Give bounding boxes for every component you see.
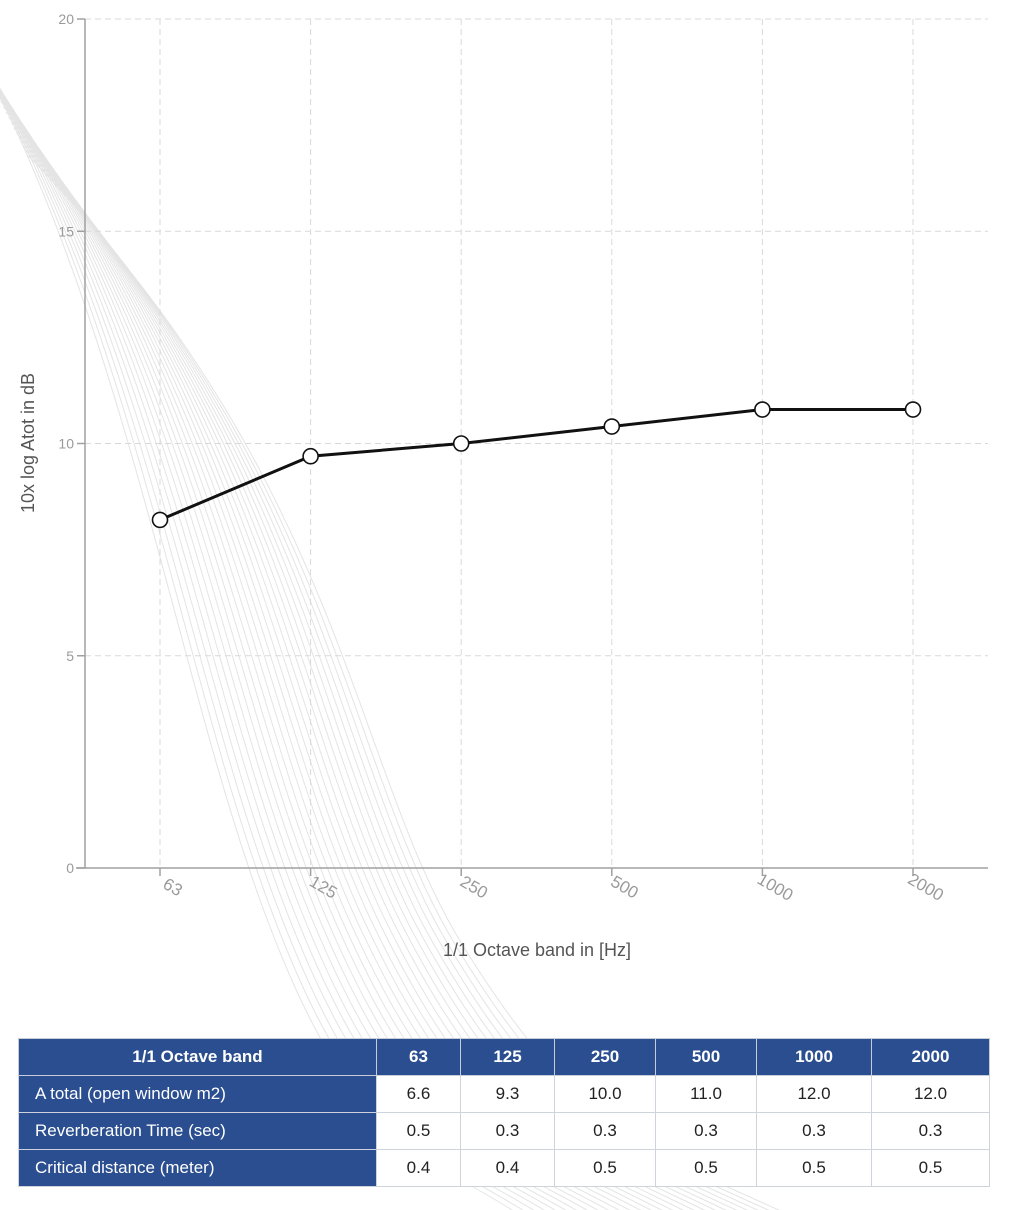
table-cell: 0.4 [376,1149,461,1187]
table-cell: 12.0 [756,1075,872,1113]
table-cell: 0.5 [655,1149,757,1187]
data-point [603,418,621,435]
table-header-cell: 1000 [756,1038,872,1076]
table-cell: 0.5 [871,1149,990,1187]
table-cell: 0.4 [460,1149,555,1187]
y-ticks: 0 5 10 15 20 [58,11,85,876]
table-cell: 0.3 [655,1112,757,1150]
data-point [452,435,470,452]
data-point [151,511,169,529]
y-tick-label: 0 [66,860,74,876]
table-cell: 6.6 [376,1075,461,1113]
table-cell: 10.0 [554,1075,656,1113]
data-point [302,447,319,465]
row-label: A total (open window m2) [18,1075,377,1113]
x-ticks: 63 125 250 500 1000 2000 [159,868,947,905]
y-tick-label: 5 [66,648,74,664]
y-tick-label: 10 [58,436,74,452]
x-tick-label: 2000 [905,870,947,905]
table-cell: 0.3 [554,1112,656,1150]
row-label: Critical distance (meter) [18,1149,377,1187]
series-layer [151,401,922,529]
series-line [159,408,913,522]
line-chart: 0 5 10 15 20 63 125 250 500 1000 2000 1/1 Octave … [18,11,988,960]
y-tick-label: 15 [58,223,74,239]
x-tick-label: 1000 [754,870,796,905]
x-axis-title: 1/1 Octave band in [Hz] [443,940,631,960]
table-header-cell: 2000 [871,1038,990,1076]
table-cell: 9.3 [460,1075,555,1113]
table-row: Reverberation Time (sec) 0.5 0.3 0.3 0.3… [18,1112,990,1150]
table-cell: 0.3 [756,1112,872,1150]
y-axis-title: 10x log Atot in dB [18,373,38,513]
chart-axes [76,19,988,869]
x-tick-label: 125 [306,872,340,903]
table-cell: 0.5 [554,1149,656,1187]
acoustic-data-table: 1/1 Octave band 63 125 250 500 1000 2000… [18,1038,990,1187]
x-tick-label: 250 [457,872,491,903]
table-cell: 0.3 [460,1112,555,1150]
table-header-cell: 1/1 Octave band [18,1038,377,1076]
data-point [904,401,922,418]
table-cell: 0.5 [376,1112,461,1150]
table-row: Critical distance (meter) 0.4 0.4 0.5 0.… [18,1149,990,1187]
y-tick-label: 20 [58,11,74,27]
table-header-cell: 125 [460,1038,555,1076]
table-header-cell: 500 [655,1038,757,1076]
table-cell: 0.3 [871,1112,990,1150]
table-cell: 11.0 [655,1075,757,1113]
data-point [754,401,771,418]
row-label: Reverberation Time (sec) [18,1112,377,1150]
table-header-cell: 250 [554,1038,656,1076]
table-cell: 12.0 [871,1075,990,1113]
table-header-row: 1/1 Octave band 63 125 250 500 1000 2000 [18,1038,990,1076]
table-cell: 0.5 [756,1149,872,1187]
x-tick-label: 500 [608,872,642,903]
chart-grid [85,18,988,868]
table-header-cell: 63 [376,1038,461,1076]
x-tick-label: 63 [160,874,186,900]
table-row: A total (open window m2) 6.6 9.3 10.0 11… [18,1075,990,1113]
